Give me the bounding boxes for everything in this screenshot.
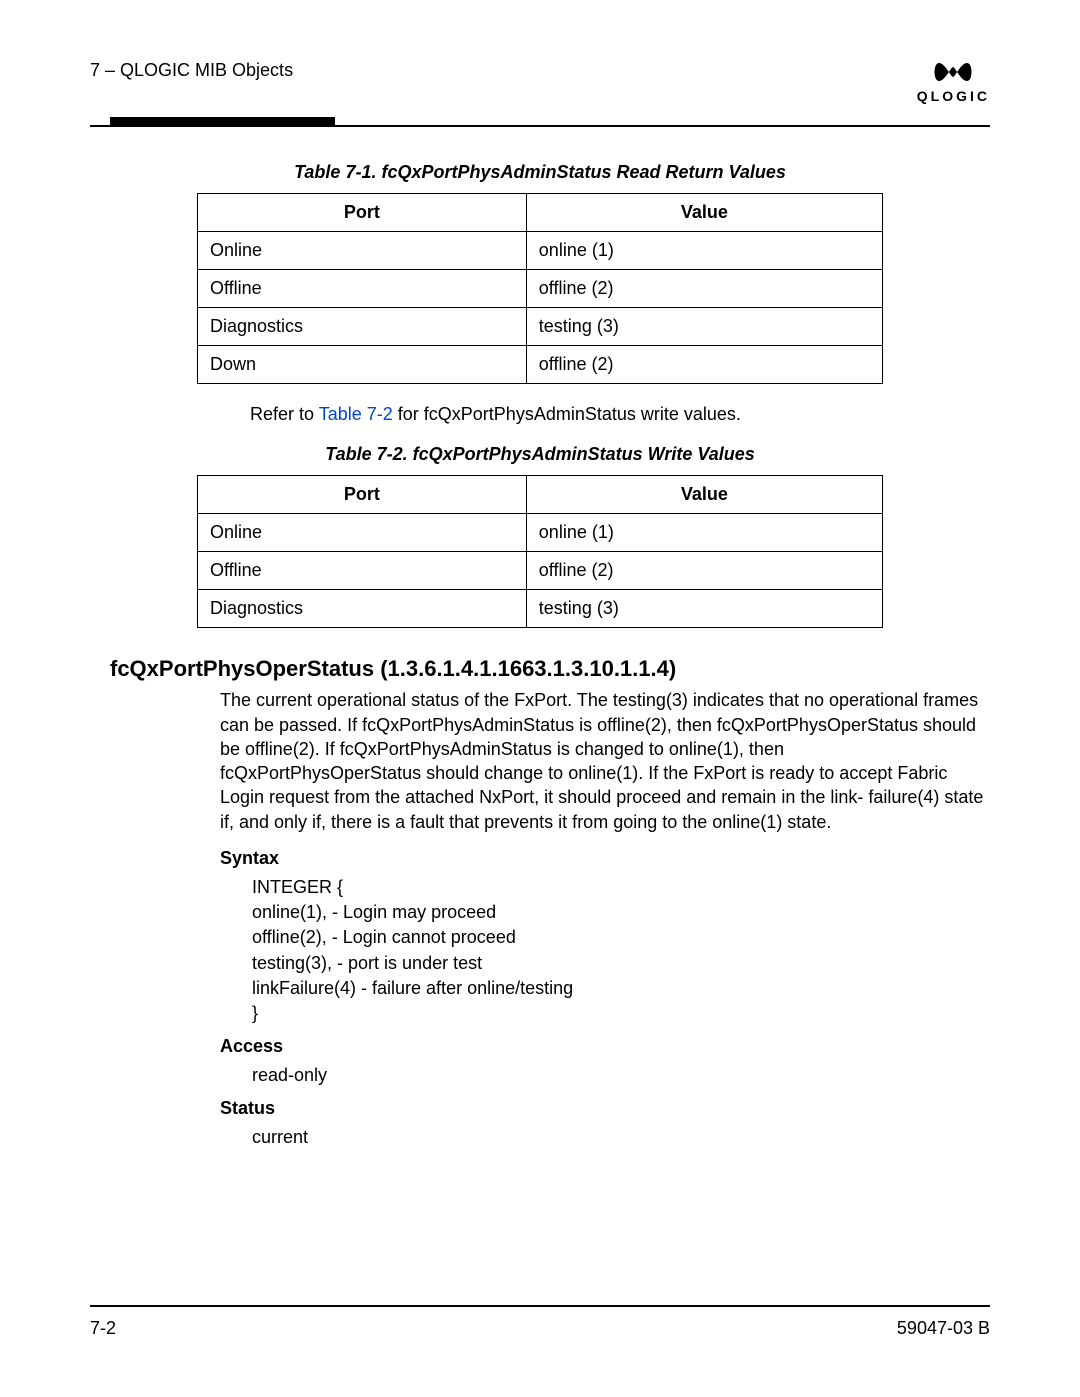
table-header-row: Port Value [198, 476, 883, 514]
table2-cell-value: online (1) [526, 514, 882, 552]
table1-col-port: Port [198, 194, 527, 232]
page: 7 – QLOGIC MIB Objects QLOGIC Table 7-1.… [0, 0, 1080, 1397]
table-row: Offline offline (2) [198, 270, 883, 308]
section-body-block: The current operational status of the Fx… [220, 688, 990, 1150]
table2-cell-port: Diagnostics [198, 590, 527, 628]
table-header-row: Port Value [198, 194, 883, 232]
page-header: 7 – QLOGIC MIB Objects QLOGIC [90, 60, 990, 115]
qlogic-logo: QLOGIC [917, 60, 990, 105]
logo-mark-icon [917, 60, 990, 88]
footer-left: 7-2 [90, 1318, 116, 1339]
table2-caption: Table 7-2. fcQxPortPhysAdminStatus Write… [90, 444, 990, 465]
section-body: The current operational status of the Fx… [220, 688, 990, 834]
table1-cell-port: Online [198, 232, 527, 270]
table1-col-value: Value [526, 194, 882, 232]
status-label: Status [220, 1098, 990, 1119]
table1-cell-port: Offline [198, 270, 527, 308]
rule-thin [90, 125, 990, 127]
table1-cell-value: offline (2) [526, 270, 882, 308]
table2-cell-port: Offline [198, 552, 527, 590]
table1-cell-port: Diagnostics [198, 308, 527, 346]
table1-cell-value: testing (3) [526, 308, 882, 346]
page-footer: 7-2 59047-03 B [90, 1318, 990, 1339]
table2-cell-value: offline (2) [526, 552, 882, 590]
chapter-label: 7 – QLOGIC MIB Objects [90, 60, 293, 81]
footer-rule [90, 1305, 990, 1307]
header-rule [90, 117, 990, 127]
table2-col-value: Value [526, 476, 882, 514]
refer-link[interactable]: Table 7-2 [319, 404, 393, 424]
table1-cell-value: offline (2) [526, 346, 882, 384]
table2-col-port: Port [198, 476, 527, 514]
table1-cell-value: online (1) [526, 232, 882, 270]
table2: Port Value Online online (1) Offline off… [197, 475, 883, 628]
table-row: Down offline (2) [198, 346, 883, 384]
access-body: read-only [252, 1063, 990, 1088]
refer-pre: Refer to [250, 404, 319, 424]
content-area: Table 7-1. fcQxPortPhysAdminStatus Read … [90, 162, 990, 1151]
footer-right: 59047-03 B [897, 1318, 990, 1339]
table1: Port Value Online online (1) Offline off… [197, 193, 883, 384]
syntax-label: Syntax [220, 848, 990, 869]
logo-text: QLOGIC [917, 88, 990, 105]
table-row: Diagnostics testing (3) [198, 590, 883, 628]
section-heading: fcQxPortPhysOperStatus (1.3.6.1.4.1.1663… [110, 656, 990, 682]
refer-post: for fcQxPortPhysAdminStatus write values… [393, 404, 741, 424]
table1-cell-port: Down [198, 346, 527, 384]
access-label: Access [220, 1036, 990, 1057]
table-row: Online online (1) [198, 514, 883, 552]
table-row: Offline offline (2) [198, 552, 883, 590]
table2-cell-port: Online [198, 514, 527, 552]
table1-caption: Table 7-1. fcQxPortPhysAdminStatus Read … [90, 162, 990, 183]
table-row: Diagnostics testing (3) [198, 308, 883, 346]
refer-paragraph: Refer to Table 7-2 for fcQxPortPhysAdmin… [250, 402, 990, 426]
table2-cell-value: testing (3) [526, 590, 882, 628]
status-body: current [252, 1125, 990, 1150]
syntax-body: INTEGER { online(1), - Login may proceed… [252, 875, 990, 1026]
table-row: Online online (1) [198, 232, 883, 270]
